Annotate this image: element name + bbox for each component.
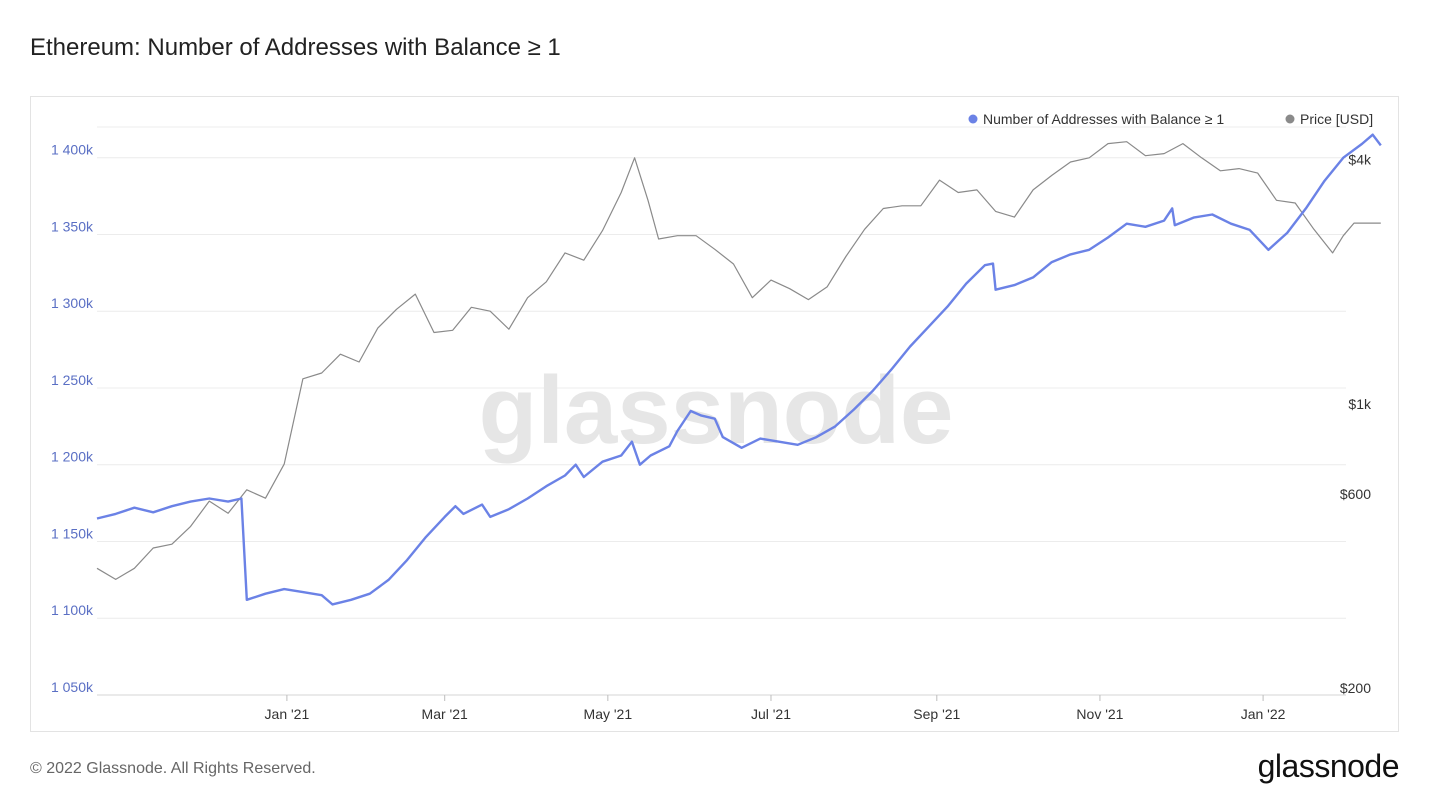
- grid-lines: [97, 126, 1346, 696]
- left-tick-label: 1 100k: [51, 602, 94, 618]
- x-tick-label: Mar '21: [422, 706, 468, 722]
- x-axis: Jan '21 Mar '21 May '21 Jul '21 Sep '21 Nov '…: [265, 695, 1286, 722]
- legend-marker-addresses: [968, 114, 978, 124]
- left-tick-label: 1 050k: [51, 679, 94, 695]
- chart-title: Ethereum: Number of Addresses with Balan…: [30, 34, 561, 61]
- right-axis: $200 $600 $1k $4k: [1340, 151, 1372, 696]
- x-tick-label: Sep '21: [913, 706, 960, 722]
- legend-label-price: Price [USD]: [1300, 111, 1373, 127]
- chart-panel: glassnode 1 050k 1 100k 1 150k 1 200k 1 250k…: [30, 96, 1399, 732]
- x-tick-label: Jan '21: [265, 706, 310, 722]
- x-tick-label: May '21: [584, 706, 633, 722]
- right-tick-label: $4k: [1348, 151, 1372, 167]
- x-tick-label: Jan '22: [1241, 706, 1286, 722]
- right-tick-label: $1k: [1348, 396, 1372, 412]
- left-tick-label: 1 150k: [51, 525, 94, 541]
- addresses-series-line: [96, 133, 1382, 606]
- chart-svg: glassnode 1 050k 1 100k 1 150k 1 200k 1 250k…: [51, 111, 1382, 722]
- legend[interactable]: Number of Addresses with Balance ≥ 1 Pric…: [968, 111, 1374, 127]
- left-axis: 1 050k 1 100k 1 150k 1 200k 1 250k 1 300k 1 35…: [51, 142, 94, 695]
- left-tick-label: 1 350k: [51, 218, 94, 234]
- x-tick-label: Nov '21: [1076, 706, 1123, 722]
- right-tick-label: $200: [1340, 680, 1371, 696]
- x-tick-label: Jul '21: [751, 706, 791, 722]
- left-tick-label: 1 400k: [51, 142, 94, 158]
- right-tick-label: $600: [1340, 486, 1371, 502]
- copyright-footer: © 2022 Glassnode. All Rights Reserved.: [30, 760, 316, 777]
- legend-label-addresses: Number of Addresses with Balance ≥ 1: [983, 111, 1224, 127]
- left-tick-label: 1 300k: [51, 295, 94, 311]
- legend-marker-price: [1285, 114, 1295, 124]
- watermark: glassnode: [479, 357, 954, 464]
- price-series-line: [96, 141, 1381, 580]
- glassnode-logo[interactable]: glassnode: [1257, 748, 1400, 784]
- left-tick-label: 1 250k: [51, 372, 94, 388]
- left-tick-label: 1 200k: [51, 449, 94, 465]
- series-group: [96, 133, 1382, 606]
